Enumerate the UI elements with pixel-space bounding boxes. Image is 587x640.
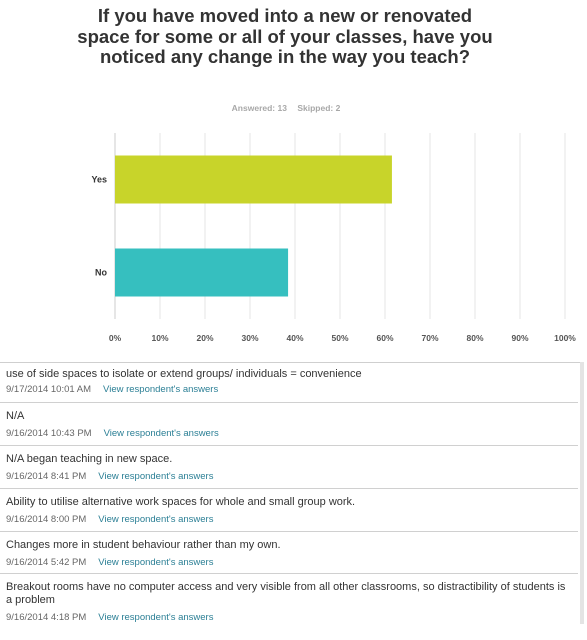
response-meta: 9/16/2014 8:41 PM View respondent's answe…	[6, 471, 213, 482]
x-tick-label: 50%	[331, 333, 348, 343]
scrollbar[interactable]	[580, 362, 584, 624]
view-answers-link[interactable]: View respondent's answers	[98, 471, 214, 482]
response-meta: 9/16/2014 8:00 PM View respondent's answe…	[6, 514, 213, 525]
bar	[115, 248, 289, 297]
response-text: Changes more in student behaviour rather…	[6, 539, 281, 551]
x-tick-label: 20%	[196, 333, 213, 343]
response-text: N/A	[6, 410, 25, 422]
response-meta: 9/17/2014 10:01 AM View respondent's answ…	[6, 384, 218, 395]
x-tick-label: 30%	[241, 333, 258, 343]
response-meta: 9/16/2014 10:43 PM View respondent's answ…	[6, 428, 219, 439]
response-meta: 9/16/2014 4:18 PM View respondent's answe…	[6, 612, 213, 623]
list-item: Ability to utilise alternative work spac…	[0, 489, 578, 532]
bar-chart: Yes No 0% 10% 20% 30% 40% 50% 60% 70% 80% 90% 100%	[91, 133, 576, 343]
response-list: use of side spaces to isolate or extend …	[0, 362, 580, 640]
list-item: Breakout rooms have no computer access a…	[0, 574, 578, 628]
view-answers-link[interactable]: View respondent's answers	[98, 557, 214, 568]
response-text: Ability to utilise alternative work spac…	[6, 496, 356, 508]
question-title: If you have moved into a new or renovate…	[77, 5, 493, 67]
list-item: Changes more in student behaviour rather…	[0, 532, 578, 574]
response-text: Breakout rooms have no computer access a…	[6, 581, 566, 606]
x-tick-label: 40%	[286, 333, 303, 343]
x-tick-label: 90%	[511, 333, 528, 343]
response-date: 9/16/2014 5:42 PM	[6, 557, 87, 568]
category-label: Yes	[91, 175, 107, 185]
view-answers-link[interactable]: View respondent's answers	[103, 428, 219, 439]
x-tick-label: 80%	[466, 333, 483, 343]
x-tick-label: 60%	[376, 333, 393, 343]
response-text: use of side spaces to isolate or extend …	[6, 368, 362, 380]
response-date: 9/16/2014 10:43 PM	[6, 428, 92, 439]
response-text: N/A began teaching in new space.	[6, 453, 173, 465]
response-date: 9/16/2014 8:41 PM	[6, 471, 87, 482]
response-date: 9/17/2014 10:01 AM	[6, 384, 92, 395]
list-item: use of side spaces to isolate or extend …	[0, 363, 578, 403]
response-stats: Answered: 13 Skipped: 2	[0, 103, 572, 113]
answered-count: Answered: 13	[231, 103, 287, 113]
x-tick-label: 0%	[109, 333, 122, 343]
view-answers-link[interactable]: View respondent's answers	[98, 514, 214, 525]
x-tick-label: 70%	[421, 333, 438, 343]
skipped-count: Skipped: 2	[297, 103, 341, 113]
response-meta: 9/16/2014 5:42 PM View respondent's answe…	[6, 557, 213, 568]
bar	[115, 155, 392, 204]
x-tick-label: 10%	[151, 333, 168, 343]
category-label: No	[95, 268, 107, 278]
list-item: N/A 9/16/2014 10:43 PM View respondent's …	[0, 403, 578, 446]
x-tick-label: 100%	[554, 333, 576, 343]
view-answers-link[interactable]: View respondent's answers	[98, 612, 214, 623]
list-item: N/A began teaching in new space. 9/16/20…	[0, 446, 578, 489]
response-date: 9/16/2014 4:18 PM	[6, 612, 87, 623]
response-date: 9/16/2014 8:00 PM	[6, 514, 87, 525]
view-answers-link[interactable]: View respondent's answers	[103, 384, 219, 395]
